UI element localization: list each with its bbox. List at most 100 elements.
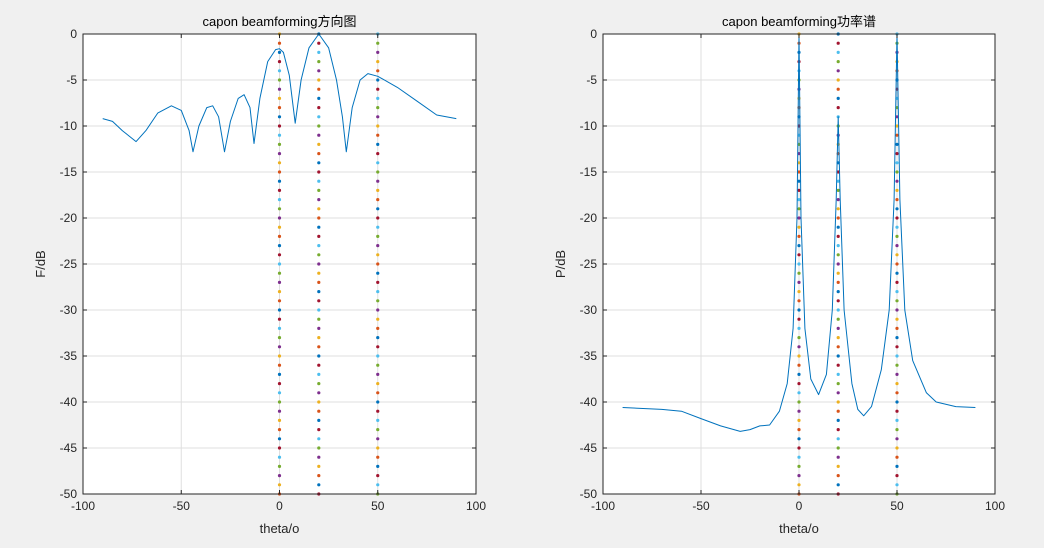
marker-dot	[277, 308, 282, 312]
x-tick-label: 0	[276, 499, 283, 513]
marker-dot	[895, 455, 899, 459]
marker-dot	[317, 317, 321, 321]
marker-dot	[376, 345, 380, 349]
marker-dot	[797, 299, 801, 303]
marker-dot	[317, 244, 321, 248]
marker-dot	[317, 106, 321, 110]
marker-dot	[797, 161, 801, 165]
marker-dot	[836, 188, 840, 192]
y-tick-label: -15	[60, 165, 78, 179]
marker-dot	[317, 253, 321, 257]
marker-dot	[277, 391, 282, 395]
marker-dot	[376, 41, 380, 45]
marker-dot	[836, 455, 840, 459]
marker-dot	[317, 409, 321, 413]
x-tick-label: 100	[985, 499, 1005, 513]
marker-dot	[376, 409, 380, 413]
marker-dot	[317, 345, 321, 349]
marker-dot	[317, 216, 321, 220]
marker-dot	[797, 234, 801, 238]
marker-dot	[836, 216, 840, 220]
marker-dot	[836, 326, 840, 330]
marker-dot	[317, 198, 321, 202]
marker-dot	[376, 299, 380, 303]
marker-dot	[277, 225, 282, 229]
marker-dot	[317, 207, 321, 211]
marker-dot	[895, 253, 899, 257]
chart-title: capon beamforming功率谱	[722, 14, 876, 29]
marker-dot	[317, 280, 321, 284]
marker-dot	[895, 391, 899, 395]
marker-dot	[376, 455, 380, 459]
marker-dot	[376, 133, 380, 137]
marker-dot	[895, 280, 899, 284]
marker-dot	[895, 336, 899, 340]
marker-dot	[836, 170, 840, 174]
marker-dot	[277, 354, 282, 358]
marker-dot	[836, 336, 840, 340]
marker-dot	[277, 455, 282, 459]
marker-dot	[277, 50, 282, 55]
marker-dot	[317, 474, 321, 478]
y-tick-label: -15	[580, 165, 598, 179]
marker-dot	[797, 391, 801, 395]
marker-dot	[376, 391, 380, 395]
marker-dot	[277, 345, 282, 349]
y-tick-label: -5	[586, 73, 597, 87]
marker-dot	[836, 317, 840, 321]
marker-dot	[797, 455, 801, 459]
marker-dot	[895, 161, 899, 165]
marker-dot	[836, 96, 840, 100]
marker-dot	[376, 50, 380, 55]
marker-dot	[895, 400, 899, 404]
x-tick-label: 0	[796, 499, 803, 513]
marker-dot	[376, 400, 380, 404]
marker-dot	[277, 96, 282, 100]
marker-dot	[317, 179, 321, 183]
marker-dot	[895, 262, 899, 266]
marker-dot	[836, 372, 840, 376]
y-tick-label: -40	[60, 395, 78, 409]
marker-dot	[277, 253, 282, 257]
marker-dot	[376, 483, 380, 487]
marker-dot	[376, 446, 380, 450]
marker-dot	[376, 106, 380, 110]
marker-dot	[277, 280, 282, 284]
marker-dot	[895, 317, 899, 321]
marker-dot	[797, 363, 801, 367]
marker-dot	[895, 124, 899, 128]
marker-dot	[277, 115, 282, 119]
marker-dot	[277, 271, 282, 275]
marker-dot	[836, 280, 840, 284]
marker-dot	[277, 234, 282, 238]
marker-dot	[836, 400, 840, 404]
marker-dot	[317, 78, 321, 82]
marker-dot	[895, 474, 899, 478]
marker-dot	[797, 290, 801, 294]
marker-dot	[836, 382, 840, 386]
series-line	[622, 33, 976, 432]
marker-dot	[797, 326, 801, 330]
marker-dot	[836, 198, 840, 202]
marker-dot	[376, 198, 380, 202]
marker-dot	[376, 326, 380, 330]
marker-dot	[317, 271, 321, 275]
marker-dot	[376, 234, 380, 238]
marker-dot	[836, 354, 840, 358]
marker-dot	[797, 87, 801, 91]
marker-dot	[895, 290, 899, 294]
y-tick-label: 0	[590, 27, 597, 41]
marker-dot	[376, 78, 380, 82]
marker-dot	[317, 161, 321, 165]
x-tick-label: 50	[371, 499, 385, 513]
marker-dot	[895, 234, 899, 238]
y-tick-label: -35	[60, 349, 78, 363]
marker-dot	[895, 142, 899, 146]
marker-dot	[836, 234, 840, 238]
y-tick-label: -45	[580, 441, 598, 455]
x-tick-label: -50	[173, 499, 191, 513]
marker-dot	[797, 336, 801, 340]
marker-dot	[797, 170, 801, 174]
marker-dot	[277, 428, 282, 432]
